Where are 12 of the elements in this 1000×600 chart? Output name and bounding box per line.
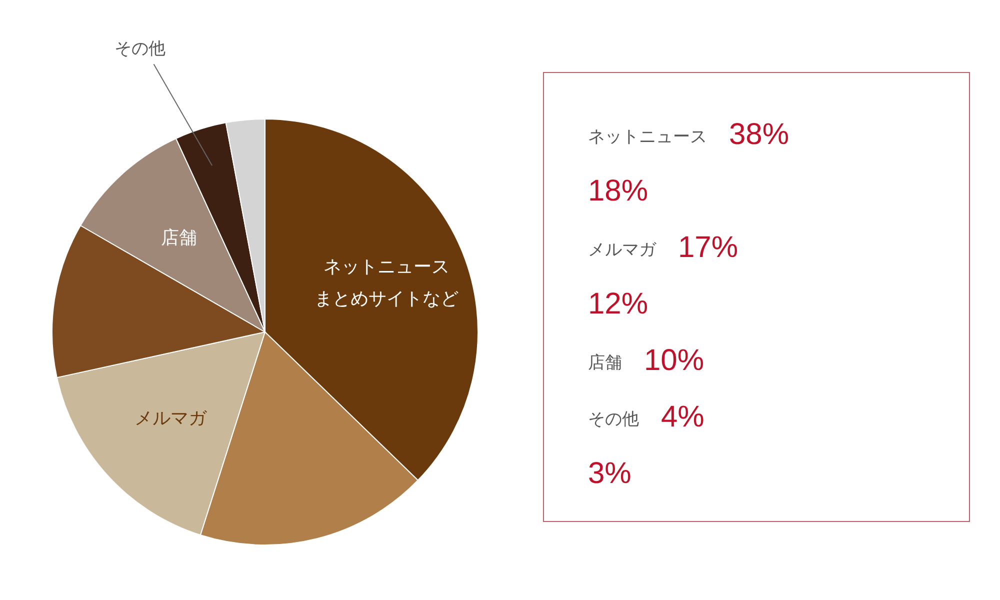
slice-label: 店舗: [160, 228, 197, 248]
text: その他 4%: [588, 400, 704, 434]
slice-label: ネットニュース: [324, 256, 450, 277]
text: メルマガ 17%: [588, 231, 738, 264]
text: 12%: [588, 288, 648, 320]
text: 18%: [588, 174, 648, 208]
slice-label: メルマガ: [134, 408, 208, 428]
text: まとめサイトなど: [314, 288, 459, 309]
text: ネットニュース 38%: [588, 118, 790, 151]
slice-label: その他: [114, 39, 166, 58]
text: 3%: [588, 457, 632, 490]
text: 店舗 10%: [588, 344, 704, 377]
